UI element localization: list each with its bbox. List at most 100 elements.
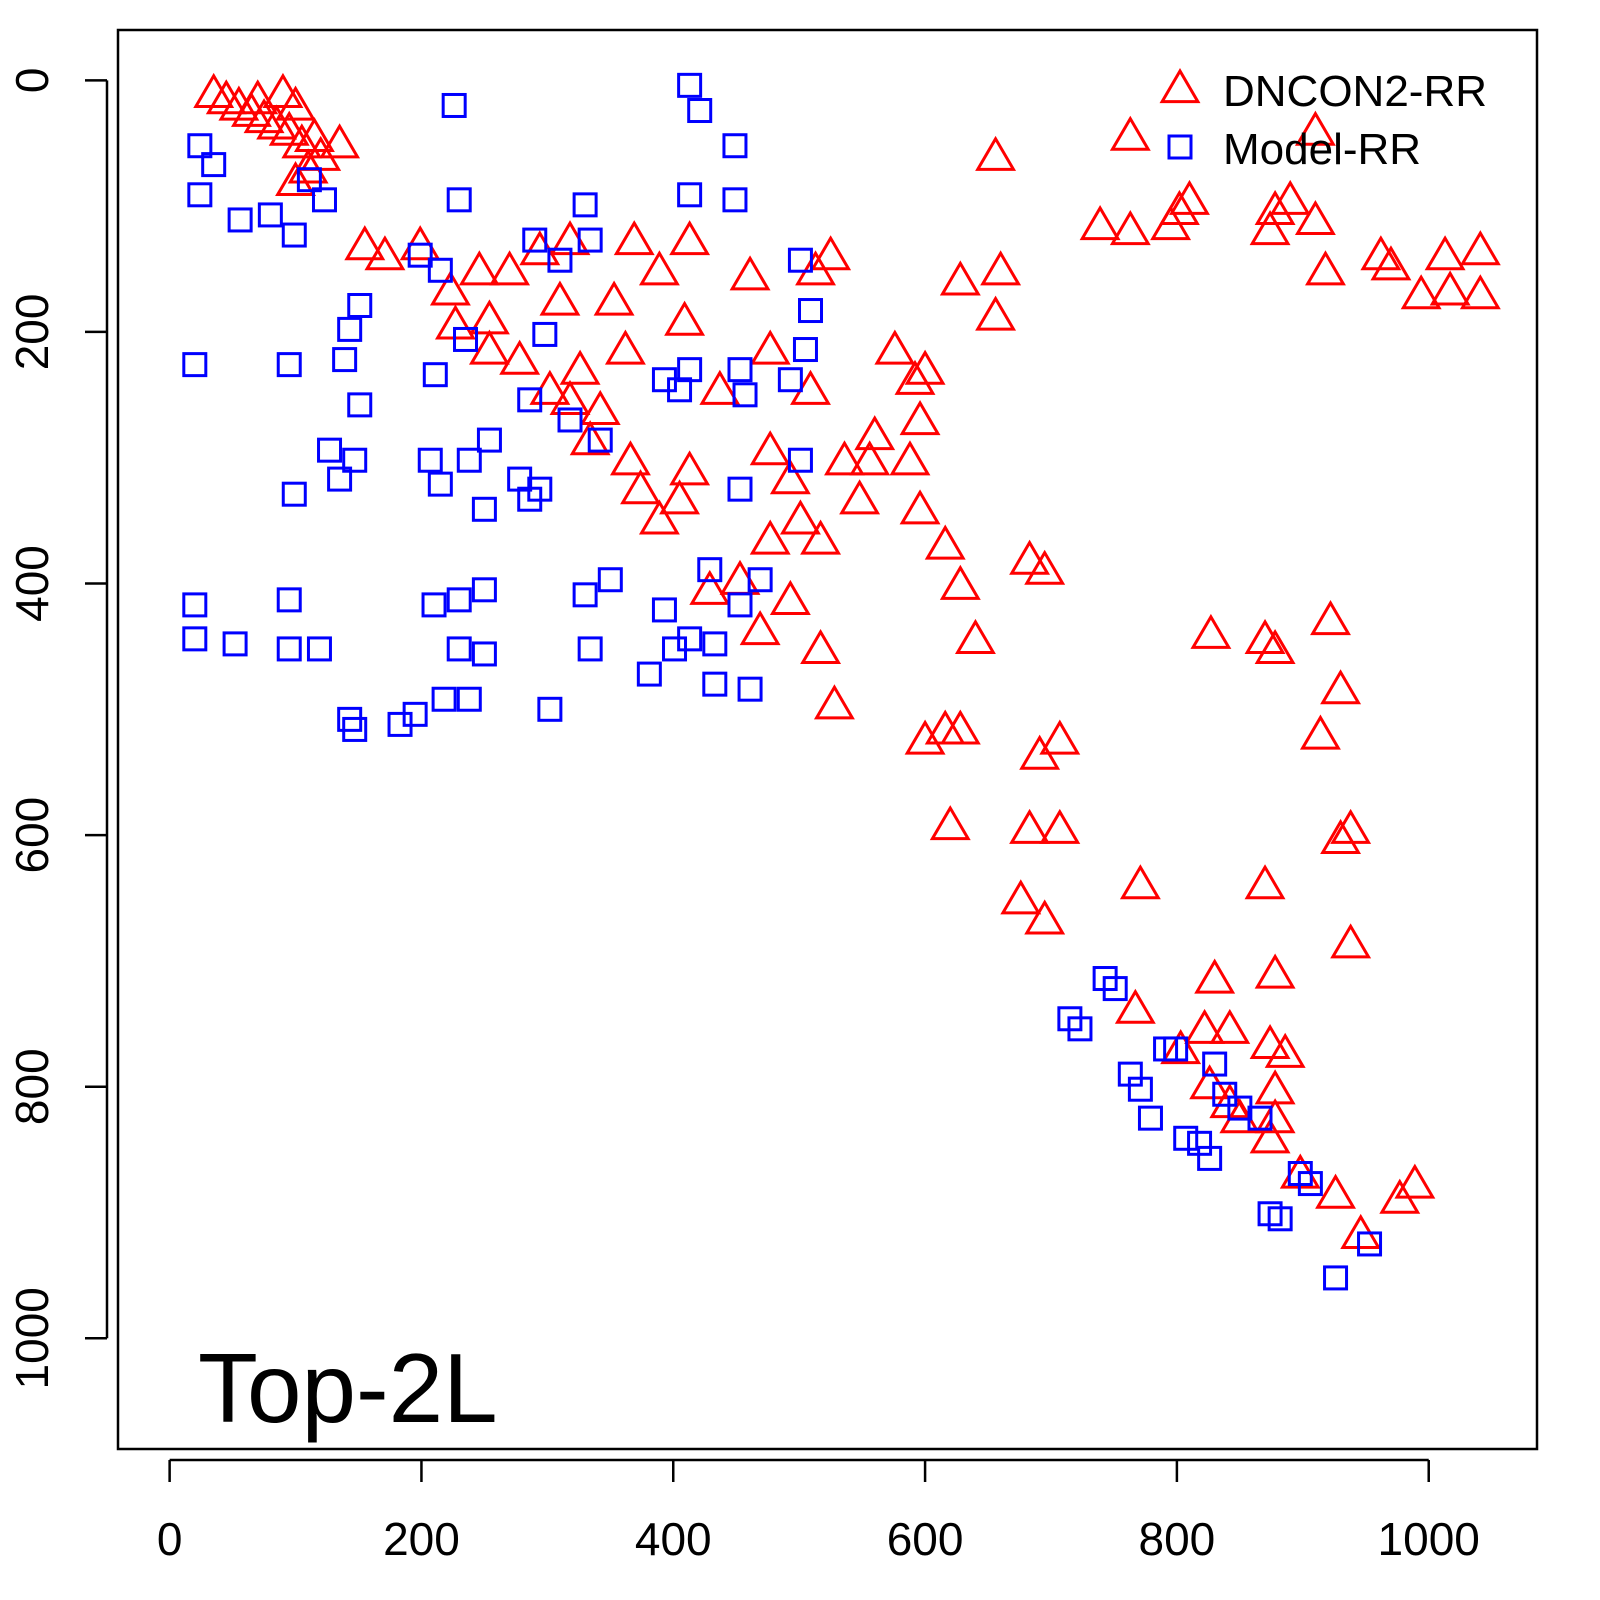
y-axis: 0 200 400 600 800 1000 [6,68,109,1389]
data-point-square [527,476,553,502]
data-point-square [456,447,482,473]
y-tick-label: 600 [6,797,58,874]
data-point-triangle [1360,235,1402,271]
legend-square-icon [1167,134,1193,160]
data-point-triangle [262,72,304,108]
data-point-triangle [1370,245,1412,281]
data-point-square [677,626,703,652]
y-tick-label: 0 [6,68,58,94]
data-point-square [201,152,227,178]
data-point-square [1173,1125,1199,1151]
data-point-square [281,481,307,507]
data-point-triangle [980,250,1022,286]
data-point-triangle [638,499,680,535]
data-point-triangle [689,569,731,605]
data-point-square [337,316,363,342]
data-point-triangle [549,379,591,415]
data-point-triangle [769,459,811,495]
data-point-triangle [1459,230,1501,266]
data-point-triangle [795,250,837,286]
data-point-triangle [638,250,680,286]
panel-annotation: Top-2L [198,1333,498,1443]
data-point-triangle [1079,205,1121,241]
data-point-triangle [790,369,831,405]
data-point-square [407,242,433,268]
data-point-square [1323,1265,1349,1291]
data-point-square [342,716,368,742]
data-point-triangle [1249,1023,1291,1060]
data-point-square [311,187,337,213]
plot-frame [116,28,1539,1451]
data-point-triangle [1114,988,1156,1024]
data-point-square [222,631,248,657]
legend-marker-dncon2-rr [1159,68,1201,104]
data-point-square [1212,1081,1238,1107]
legend-marker-model-rr [1167,134,1193,160]
legend-triangle-icon [1159,68,1201,104]
y-tick-label: 1000 [6,1287,58,1389]
data-point-square [787,247,813,273]
data-point-square [787,447,813,473]
data-point-triangle [1305,250,1346,286]
data-point-square [471,577,497,603]
data-point-triangle [769,579,811,615]
data-point-triangle [569,420,611,456]
data-point-triangle [275,85,316,121]
data-point-triangle [954,618,996,654]
data-point-triangle [1249,1118,1291,1154]
data-point-triangle [1269,179,1311,215]
data-point-square [276,352,302,378]
data-point-triangle [429,270,471,306]
data-point-triangle [1320,669,1362,705]
data-point-triangle [669,220,711,256]
data-point-triangle [810,235,852,271]
x-tick-label: 400 [635,1513,712,1565]
data-point-triangle [268,110,310,146]
data-point-triangle [800,519,842,555]
data-point-triangle [939,709,981,745]
data-point-square [182,592,208,618]
data-point-triangle [1184,1008,1226,1044]
data-point-triangle [237,79,279,115]
data-point-triangle [579,389,621,426]
y-tick-label: 800 [6,1048,58,1125]
data-point-triangle [975,135,1017,171]
data-point-square [702,631,728,657]
data-point-triangle [458,250,500,286]
data-point-square [777,367,803,393]
data-point-triangle [939,260,981,296]
plot-marks [182,72,1501,1291]
data-point-square [532,321,558,347]
data-point-triangle [1429,270,1471,306]
data-point-square [1127,1076,1153,1102]
data-point-triangle [1119,864,1161,900]
data-point-triangle [839,479,881,515]
data-point-triangle [664,300,706,336]
data-point-triangle [899,489,941,525]
data-point-triangle [499,339,541,375]
data-point-square [547,247,573,273]
data-point-square [332,347,358,373]
data-point-square [276,587,302,613]
data-point-triangle [287,148,329,184]
data-point-square [537,696,563,722]
data-point-triangle [1394,1163,1436,1199]
data-point-triangle [1039,719,1081,755]
data-point-triangle [1150,205,1192,241]
data-point-triangle [1320,818,1362,854]
data-point-triangle [1424,235,1466,271]
data-point-square [732,382,758,408]
data-point-triangle [604,329,646,365]
data-point-square [677,72,703,98]
data-point-square [182,626,208,652]
data-point-square [577,636,603,662]
data-point-triangle [468,299,510,335]
data-point-triangle [1330,923,1372,959]
data-point-square [727,357,753,383]
data-point-triangle [1190,613,1232,649]
data-point-square [727,476,753,502]
data-point-triangle [1400,274,1442,310]
legend-label-model-rr: Model-RR [1223,125,1421,174]
data-point-square [747,567,773,593]
